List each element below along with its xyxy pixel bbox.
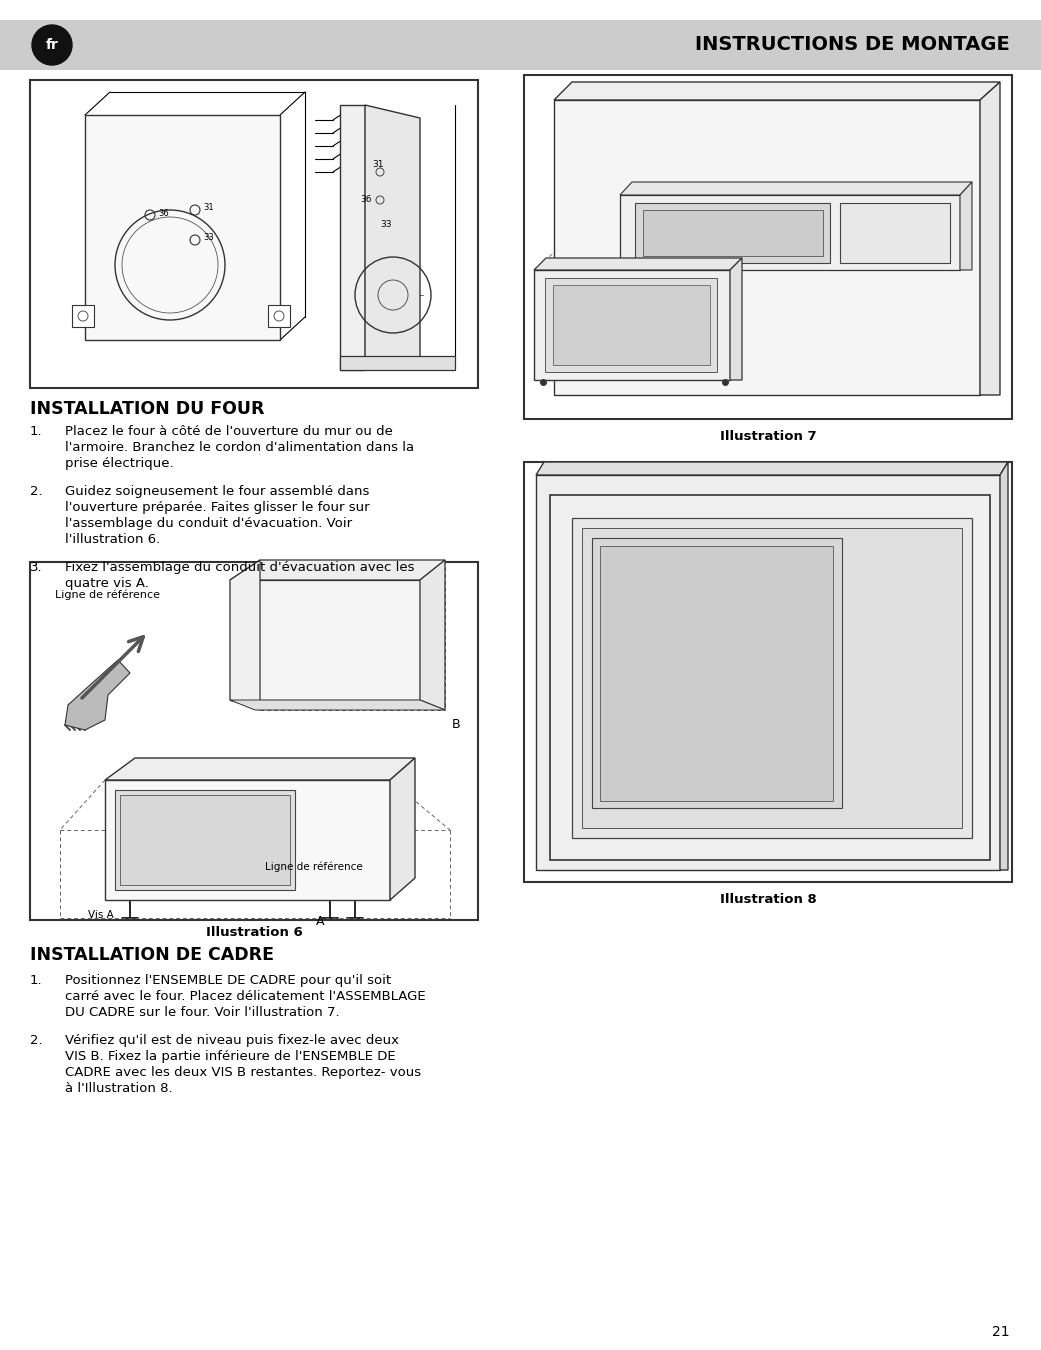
Bar	[30, 562, 478, 919]
Text: Illustration 6: Illustration 6	[206, 926, 302, 940]
Polygon shape	[620, 194, 960, 270]
Polygon shape	[536, 475, 1000, 869]
Text: 21: 21	[992, 1324, 1010, 1339]
Bar	[643, 211, 823, 256]
Bar	[120, 795, 290, 886]
Text: DU CADRE sur le four. Voir l'illustration 7.: DU CADRE sur le four. Voir l'illustratio…	[65, 1006, 339, 1019]
Text: l'ouverture préparée. Faites glisser le four sur: l'ouverture préparée. Faites glisser le …	[65, 501, 370, 514]
Polygon shape	[1000, 462, 1008, 869]
Polygon shape	[390, 757, 415, 900]
Bar	[524, 462, 1012, 882]
Bar	[72, 305, 94, 327]
Bar	[592, 539, 842, 809]
Text: 3.: 3.	[30, 562, 43, 574]
Polygon shape	[534, 258, 742, 270]
Polygon shape	[420, 560, 445, 710]
Polygon shape	[340, 356, 455, 370]
Polygon shape	[365, 105, 420, 370]
Bar	[268, 305, 290, 327]
Text: prise électrique.: prise électrique.	[65, 458, 174, 470]
Bar	[524, 76, 1012, 418]
Bar	[0, 20, 1041, 70]
Text: carré avec le four. Placez délicatement l'ASSEMBLAGE: carré avec le four. Placez délicatement …	[65, 990, 426, 1003]
Text: 2.: 2.	[30, 485, 43, 498]
Text: Vérifiez qu'il est de niveau puis fixez-le avec deux: Vérifiez qu'il est de niveau puis fixez-…	[65, 1034, 399, 1048]
Text: 33: 33	[203, 234, 213, 243]
Text: B: B	[452, 718, 460, 730]
Text: INSTRUCTIONS DE MONTAGE: INSTRUCTIONS DE MONTAGE	[695, 35, 1010, 54]
Bar	[30, 80, 478, 387]
Text: Vis A: Vis A	[88, 910, 113, 919]
Polygon shape	[105, 780, 390, 900]
Text: 36: 36	[360, 194, 372, 204]
Text: à l'Illustration 8.: à l'Illustration 8.	[65, 1081, 173, 1095]
Polygon shape	[536, 462, 1008, 475]
Text: Fixez l'assemblage du conduit d'évacuation avec les: Fixez l'assemblage du conduit d'évacuati…	[65, 562, 414, 574]
Text: Placez le four à côté de l'ouverture du mur ou de: Placez le four à côté de l'ouverture du …	[65, 425, 392, 437]
Text: fr: fr	[46, 38, 58, 53]
Text: l'armoire. Branchez le cordon d'alimentation dans la: l'armoire. Branchez le cordon d'alimenta…	[65, 441, 414, 454]
Polygon shape	[554, 82, 1000, 100]
Text: CADRE avec les deux VIS B restantes. Reportez- vous: CADRE avec les deux VIS B restantes. Rep…	[65, 1066, 422, 1079]
Bar	[635, 202, 830, 263]
Polygon shape	[340, 105, 365, 370]
Polygon shape	[980, 82, 1000, 396]
Bar	[545, 278, 717, 373]
Text: VIS B. Fixez la partie inférieure de l'ENSEMBLE DE: VIS B. Fixez la partie inférieure de l'E…	[65, 1050, 396, 1062]
Polygon shape	[65, 660, 130, 730]
Bar	[840, 202, 950, 263]
Bar	[553, 285, 710, 364]
Text: INSTALLATION DE CADRE: INSTALLATION DE CADRE	[30, 946, 274, 964]
Text: Guidez soigneusement le four assemblé dans: Guidez soigneusement le four assemblé da…	[65, 485, 370, 498]
Polygon shape	[730, 258, 742, 379]
Text: A: A	[316, 915, 325, 927]
Text: 1.: 1.	[30, 425, 43, 437]
Text: Illustration 7: Illustration 7	[719, 431, 816, 443]
Text: quatre vis A.: quatre vis A.	[65, 576, 149, 590]
Text: l'assemblage du conduit d'évacuation. Voir: l'assemblage du conduit d'évacuation. Vo…	[65, 517, 352, 531]
Text: 36: 36	[158, 208, 169, 217]
Bar	[582, 528, 962, 828]
Text: l'illustration 6.: l'illustration 6.	[65, 533, 160, 545]
Polygon shape	[554, 100, 980, 396]
Text: INSTALLATION DU FOUR: INSTALLATION DU FOUR	[30, 400, 264, 418]
Polygon shape	[85, 115, 280, 340]
Polygon shape	[550, 495, 990, 860]
Polygon shape	[230, 701, 445, 710]
Bar	[115, 790, 295, 890]
Polygon shape	[230, 560, 260, 710]
Polygon shape	[230, 560, 445, 580]
Bar	[600, 545, 833, 801]
Text: Ligne de référence: Ligne de référence	[265, 863, 362, 872]
Text: Positionnez l'ENSEMBLE DE CADRE pour qu'il soit: Positionnez l'ENSEMBLE DE CADRE pour qu'…	[65, 973, 391, 987]
Polygon shape	[534, 270, 730, 379]
Polygon shape	[960, 182, 972, 270]
Text: 2.: 2.	[30, 1034, 43, 1048]
Polygon shape	[230, 580, 420, 701]
Polygon shape	[105, 757, 415, 780]
Text: 31: 31	[372, 161, 383, 169]
Circle shape	[32, 26, 72, 65]
Text: 1.: 1.	[30, 973, 43, 987]
Text: 33: 33	[380, 220, 391, 230]
Text: Illustration 8: Illustration 8	[719, 892, 816, 906]
Bar	[572, 518, 972, 838]
Text: Ligne de référence: Ligne de référence	[55, 590, 160, 601]
Polygon shape	[620, 182, 972, 194]
Text: 31: 31	[203, 204, 213, 212]
